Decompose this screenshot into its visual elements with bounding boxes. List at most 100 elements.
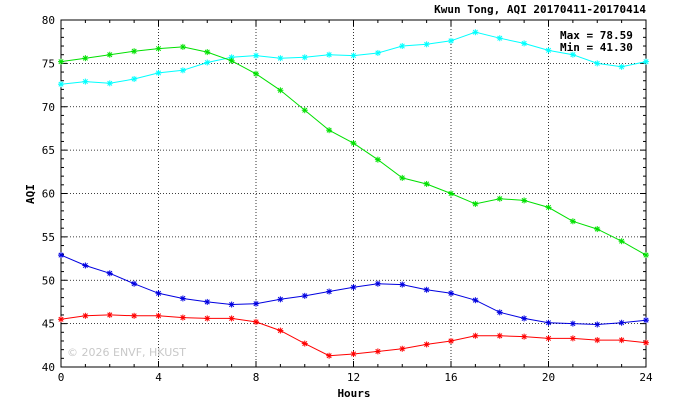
data-point [399,174,406,181]
data-point-stroke [594,226,600,232]
data-point-stroke [350,284,357,290]
data-point-stroke [521,197,527,203]
data-point-stroke [619,337,625,343]
data-point [301,292,308,299]
chart-title: Kwun Tong, AQI 20170411-20170414 [434,3,646,16]
data-point [106,51,113,58]
data-point [82,55,89,62]
data-point-stroke [375,50,381,56]
data-point [277,55,284,62]
data-point [106,80,113,87]
data-point [594,337,601,344]
data-point-stroke [643,252,649,258]
data-point-stroke [375,157,381,163]
data-point [569,218,576,225]
data-point [58,58,64,65]
data-point [472,29,479,36]
data-point [643,58,649,65]
data-point [521,197,528,204]
data-point-stroke [472,333,478,339]
data-point-stroke [180,314,186,321]
data-point-stroke [375,281,381,287]
data-point-stroke [521,315,527,321]
data-point-stroke [619,238,625,244]
data-point [228,315,235,322]
data-point [618,337,625,344]
data-point [326,127,333,134]
data-point [179,67,186,74]
data-point [472,332,479,339]
data-point-stroke [424,41,430,47]
data-point-stroke [155,313,162,319]
data-point-stroke [326,288,332,295]
x-tick-label: 24 [639,371,653,384]
data-point-stroke [277,87,283,93]
data-point [374,49,381,56]
data-point-stroke [643,340,649,346]
data-point-stroke [229,315,235,321]
data-point [399,345,406,352]
data-point [155,45,162,52]
data-point [545,319,552,326]
data-point [496,332,503,339]
data-point [643,317,649,324]
data-point [350,284,357,291]
data-point [179,295,186,302]
series-layer [58,29,649,359]
data-point [82,78,89,85]
y-tick-label: 50 [42,274,55,287]
data-point [472,297,479,304]
data-point [496,195,503,202]
data-point [253,52,259,59]
watermark: © 2026 ENVF, HKUST [67,346,186,359]
y-tick-label: 45 [42,318,55,331]
data-point [253,70,259,77]
data-point [277,296,284,303]
data-point [82,312,89,319]
data-point [155,69,162,76]
data-point-stroke [204,59,210,66]
data-point-stroke [82,55,88,61]
data-point [545,47,552,54]
y-tick-label: 75 [42,57,55,70]
data-point [594,226,601,233]
data-point-stroke [131,281,137,287]
data-point [521,333,528,340]
data-point-stroke [58,252,64,258]
data-point [423,286,430,293]
y-tick-label: 65 [42,144,55,157]
data-point [350,52,357,59]
x-tick-label: 12 [347,371,360,384]
data-point-stroke [58,59,64,65]
data-point-stroke [155,290,162,296]
data-point-stroke [424,181,430,187]
data-point-stroke [448,338,454,344]
data-point [643,339,649,346]
data-point-stroke [277,296,283,302]
data-point [374,156,381,163]
data-point [521,315,528,322]
data-point [131,75,138,82]
data-point [58,252,64,259]
data-point-stroke [497,333,503,339]
data-point [277,87,284,94]
data-point-stroke [545,320,552,326]
data-point [374,348,381,355]
data-point [277,327,284,334]
data-point [545,204,552,211]
data-point [301,54,308,61]
data-point [472,200,479,207]
data-point-stroke [277,55,283,61]
x-tick-label: 4 [155,371,162,384]
data-point [423,41,430,48]
y-tick-label: 55 [42,231,55,244]
data-point [204,298,211,305]
data-point [82,262,89,269]
data-point [58,81,64,88]
data-point [399,281,406,288]
series-line [60,46,647,256]
data-point-stroke [229,58,235,64]
data-point-stroke [204,49,210,55]
data-point-stroke [545,335,552,341]
data-point [350,140,357,147]
